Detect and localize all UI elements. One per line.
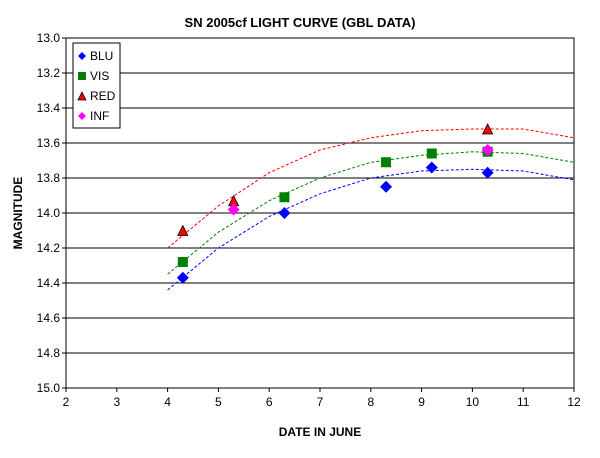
data-point-blu [481, 166, 494, 179]
legend-label-inf: INF [90, 109, 109, 123]
trendline [167, 168, 575, 291]
chart-title: SN 2005cf LIGHT CURVE (GBL DATA) [185, 15, 416, 30]
y-tick-label: 14.8 [37, 346, 61, 360]
legend-label-red: RED [90, 89, 116, 103]
legend: BLU VIS RED INF [72, 42, 121, 129]
y-axis-title: MAGNITUDE [11, 177, 25, 250]
y-tick-label: 13.6 [37, 136, 61, 150]
data-point-vis [426, 148, 437, 159]
data-point-blu [380, 180, 393, 193]
x-tick-label: 2 [63, 395, 70, 409]
trendline [167, 128, 575, 249]
y-tick-label: 15.0 [37, 381, 61, 395]
x-tick-label: 9 [418, 395, 425, 409]
x-tick-label: 11 [517, 395, 530, 409]
x-axis-title: DATE IN JUNE [279, 425, 361, 439]
y-axis-ticks: 13.0 13.2 13.4 13.6 13.8 14.0 14.2 14.4 14.6 14.8… [37, 31, 66, 395]
x-tick-label: 8 [367, 395, 374, 409]
x-tick-label: 5 [215, 395, 222, 409]
data-point-red [177, 224, 189, 236]
trendlines [167, 128, 575, 291]
legend-marker-blu [78, 52, 86, 60]
legend-label-vis: VIS [90, 69, 109, 83]
data-point-blu [425, 161, 438, 174]
data-point-blu [176, 271, 189, 284]
x-tick-label: 7 [317, 395, 324, 409]
y-tick-label: 14.2 [37, 241, 61, 255]
data-point-inf [481, 144, 494, 156]
legend-marker-inf [78, 112, 86, 120]
x-tick-label: 6 [266, 395, 273, 409]
legend-marker-red [77, 91, 87, 101]
data-point-blu [278, 207, 291, 219]
x-tick-label: 12 [567, 395, 581, 409]
data-markers [176, 123, 494, 284]
data-point-vis [177, 257, 188, 267]
x-tick-label: 4 [164, 395, 171, 409]
legend-label-blu: BLU [90, 49, 113, 63]
data-point-vis [381, 157, 392, 168]
x-tick-label: 3 [113, 395, 120, 409]
data-point-inf [227, 203, 240, 216]
legend-marker-vis [78, 72, 86, 80]
y-tick-label: 13.4 [37, 101, 61, 115]
y-tick-label: 14.0 [37, 206, 61, 220]
y-tick-label: 13.8 [37, 171, 61, 185]
trendline [167, 151, 575, 275]
x-axis-ticks: 2 3 4 5 6 7 8 9 10 11 12 [63, 388, 581, 409]
y-tick-label: 14.4 [37, 276, 61, 290]
data-point-vis [279, 192, 290, 203]
grid-lines [66, 72, 574, 354]
y-tick-label: 14.6 [37, 311, 61, 325]
y-tick-label: 13.2 [37, 66, 61, 80]
x-tick-label: 10 [466, 395, 480, 409]
y-tick-label: 13.0 [37, 31, 61, 45]
data-point-red [481, 123, 494, 135]
